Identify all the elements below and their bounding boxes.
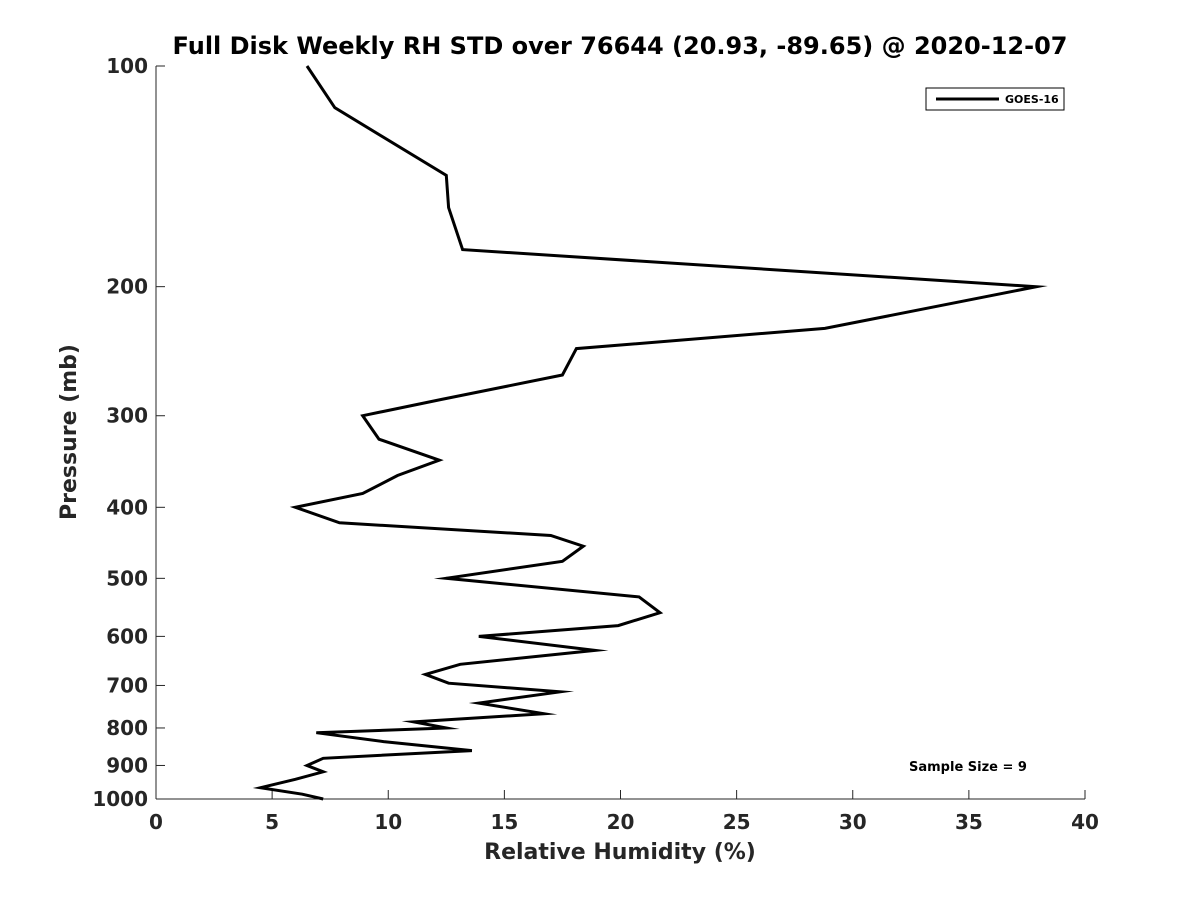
y-tick-label: 100 (106, 54, 148, 78)
x-tick-label: 40 (1071, 810, 1099, 834)
y-tick-label: 400 (106, 495, 148, 519)
y-tick-label: 1000 (92, 787, 148, 811)
x-tick-label: 15 (490, 810, 518, 834)
x-tick-label: 10 (374, 810, 402, 834)
y-tick-label: 200 (106, 275, 148, 299)
y-axis-label: Pressure (mb) (57, 344, 82, 520)
x-tick-label: 30 (839, 810, 867, 834)
y-tick-label: 300 (106, 404, 148, 428)
y-tick-label: 800 (106, 716, 148, 740)
x-tick-label: 5 (265, 810, 279, 834)
series-line-goes-16 (252, 65, 1048, 801)
x-tick-label: 25 (723, 810, 751, 834)
y-tick-label: 500 (106, 566, 148, 590)
y-tick-label: 600 (106, 624, 148, 648)
x-axis-label: Relative Humidity (%) (484, 840, 756, 865)
x-tick-label: 0 (149, 810, 163, 834)
legend-label-goes-16: GOES-16 (1005, 93, 1059, 106)
sample-size-annotation: Sample Size = 9 (909, 760, 1027, 775)
chart-title: Full Disk Weekly RH STD over 76644 (20.9… (173, 32, 1068, 60)
x-tick-label: 35 (955, 810, 983, 834)
plot-area: 0 5 10 15 20 25 30 35 40 100 200 300 400 500 600 700 800… (92, 54, 1099, 834)
x-tick-label: 20 (607, 810, 635, 834)
y-tick-label: 700 (106, 673, 148, 697)
y-tick-label: 900 (106, 753, 148, 777)
legend: GOES-16 (925, 87, 1065, 111)
